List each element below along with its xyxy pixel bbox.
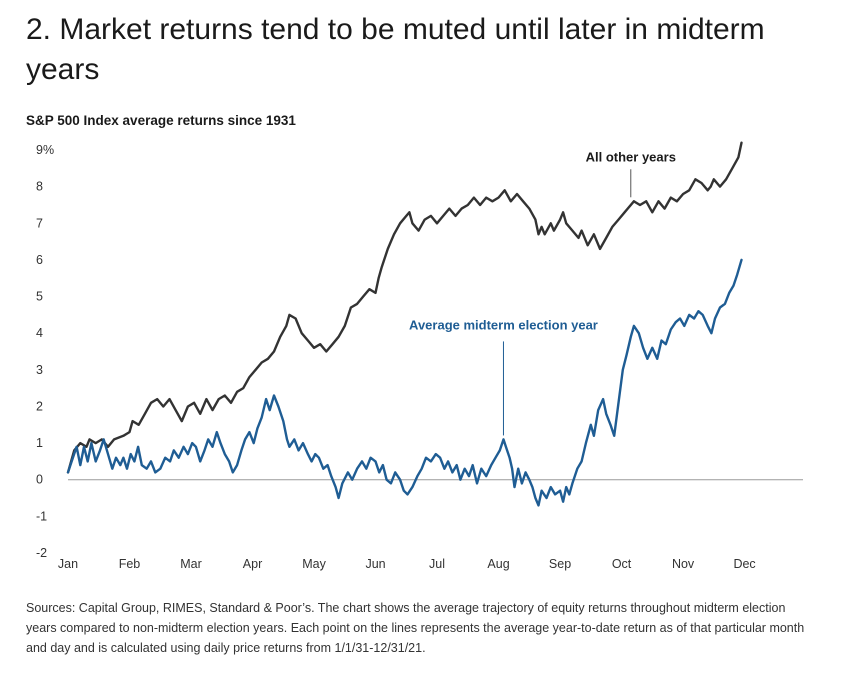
- line-chart: 9% 8 7 6 5 4 3 2 1 0 -1 -2 Jan Feb Mar Apr May Jun Jul Aug…: [36, 141, 803, 571]
- x-tick-label: Dec: [733, 557, 755, 571]
- y-tick-label: 6: [36, 253, 43, 267]
- series-line-all-other-years: [66, 141, 743, 474]
- y-tick-label: 3: [36, 363, 43, 377]
- y-tick-label: 7: [36, 216, 43, 230]
- y-tick-label: 0: [36, 473, 43, 487]
- series-lines: [66, 141, 743, 507]
- x-tick-label: Jul: [429, 557, 445, 571]
- y-axis: 9% 8 7 6 5 4 3 2 1 0 -1 -2: [36, 143, 54, 560]
- y-tick-label: 2: [36, 399, 43, 413]
- x-tick-label: Jan: [58, 557, 78, 571]
- x-axis: Jan Feb Mar Apr May Jun Jul Aug Sep Oct Nov Dec: [58, 557, 756, 571]
- y-tick-label: -1: [36, 509, 47, 523]
- x-tick-label: Sep: [549, 557, 571, 571]
- y-tick-label: 4: [36, 326, 43, 340]
- series-line-midterm-years: [66, 258, 743, 507]
- annotations: All other years Average midterm election …: [409, 149, 676, 436]
- annotation-label: All other years: [586, 149, 676, 164]
- x-tick-label: Oct: [612, 557, 632, 571]
- x-tick-label: May: [302, 557, 326, 571]
- y-tick-label: 5: [36, 290, 43, 304]
- x-tick-label: Feb: [119, 557, 141, 571]
- y-tick-label: -2: [36, 546, 47, 560]
- x-tick-label: Nov: [672, 557, 695, 571]
- chart-subtitle: S&P 500 Index average returns since 1931: [26, 113, 296, 128]
- x-tick-label: Aug: [487, 557, 509, 571]
- x-tick-label: Jun: [365, 557, 385, 571]
- x-tick-label: Mar: [180, 557, 202, 571]
- y-tick-label: 1: [36, 436, 43, 450]
- chart-title: 2. Market returns tend to be muted until…: [26, 13, 765, 86]
- y-tick-label: 9%: [36, 143, 54, 157]
- sources-note: Sources: Capital Group, RIMES, Standard …: [26, 601, 805, 655]
- annotation-label: Average midterm election year: [409, 317, 598, 332]
- x-tick-label: Apr: [243, 557, 262, 571]
- y-tick-label: 8: [36, 180, 43, 194]
